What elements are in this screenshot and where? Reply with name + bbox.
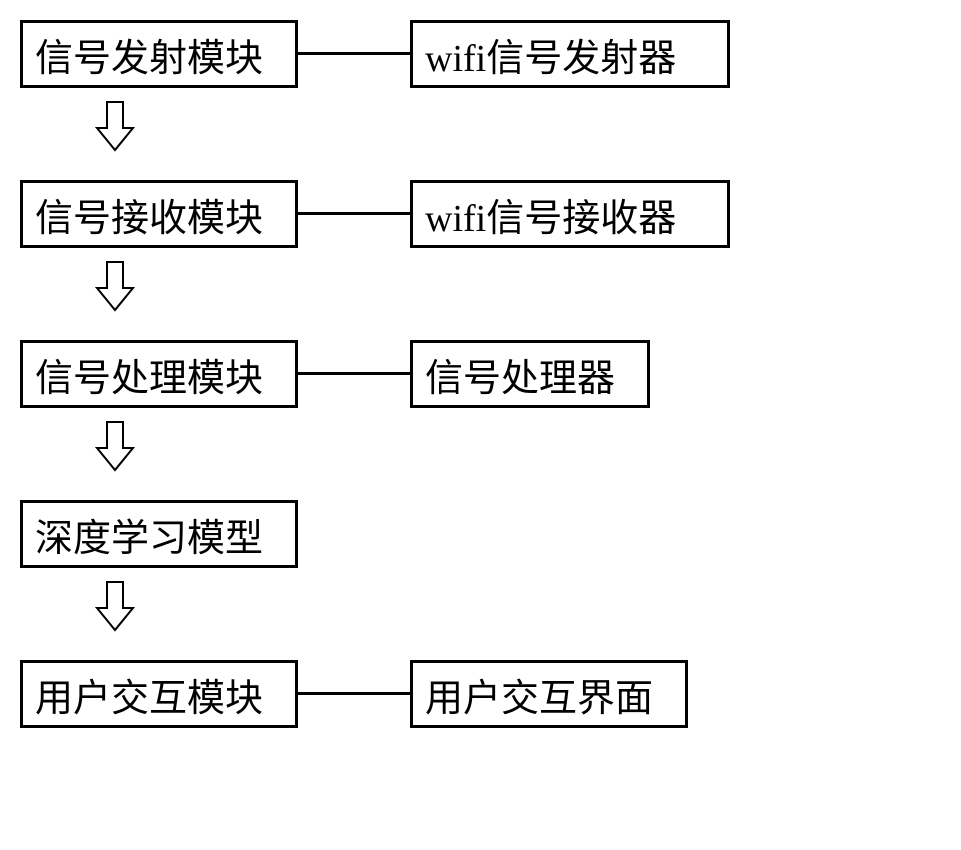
node-deep-learning-model: 深度学习模型 <box>20 500 298 568</box>
node-wifi-receiver: wifi信号接收器 <box>410 180 730 248</box>
flowchart-diagram: 信号发射模块 wifi信号发射器 信号接收模块 wifi信号接收器 信号处理模块… <box>20 20 940 830</box>
node-user-interface: 用户交互界面 <box>410 660 688 728</box>
node-label: wifi信号接收器 <box>425 187 676 242</box>
node-label: 信号发射模块 <box>35 27 263 82</box>
arrow-down-icon <box>95 260 135 312</box>
connector-h <box>298 212 410 215</box>
node-label: 信号处理模块 <box>35 347 263 402</box>
node-user-interaction-module: 用户交互模块 <box>20 660 298 728</box>
node-wifi-emitter: wifi信号发射器 <box>410 20 730 88</box>
arrow-down-icon <box>95 420 135 472</box>
node-label: wifi信号发射器 <box>425 27 676 82</box>
node-signal-processor: 信号处理器 <box>410 340 650 408</box>
node-signal-emit-module: 信号发射模块 <box>20 20 298 88</box>
arrow-down-icon <box>95 100 135 152</box>
node-signal-process-module: 信号处理模块 <box>20 340 298 408</box>
connector-h <box>298 372 410 375</box>
arrow-down-icon <box>95 580 135 632</box>
node-label: 信号接收模块 <box>35 187 263 242</box>
connector-h <box>298 52 410 55</box>
node-label: 信号处理器 <box>425 347 615 402</box>
node-label: 深度学习模型 <box>35 507 263 562</box>
node-label: 用户交互界面 <box>425 667 653 722</box>
connector-h <box>298 692 410 695</box>
node-label: 用户交互模块 <box>35 667 263 722</box>
node-signal-receive-module: 信号接收模块 <box>20 180 298 248</box>
